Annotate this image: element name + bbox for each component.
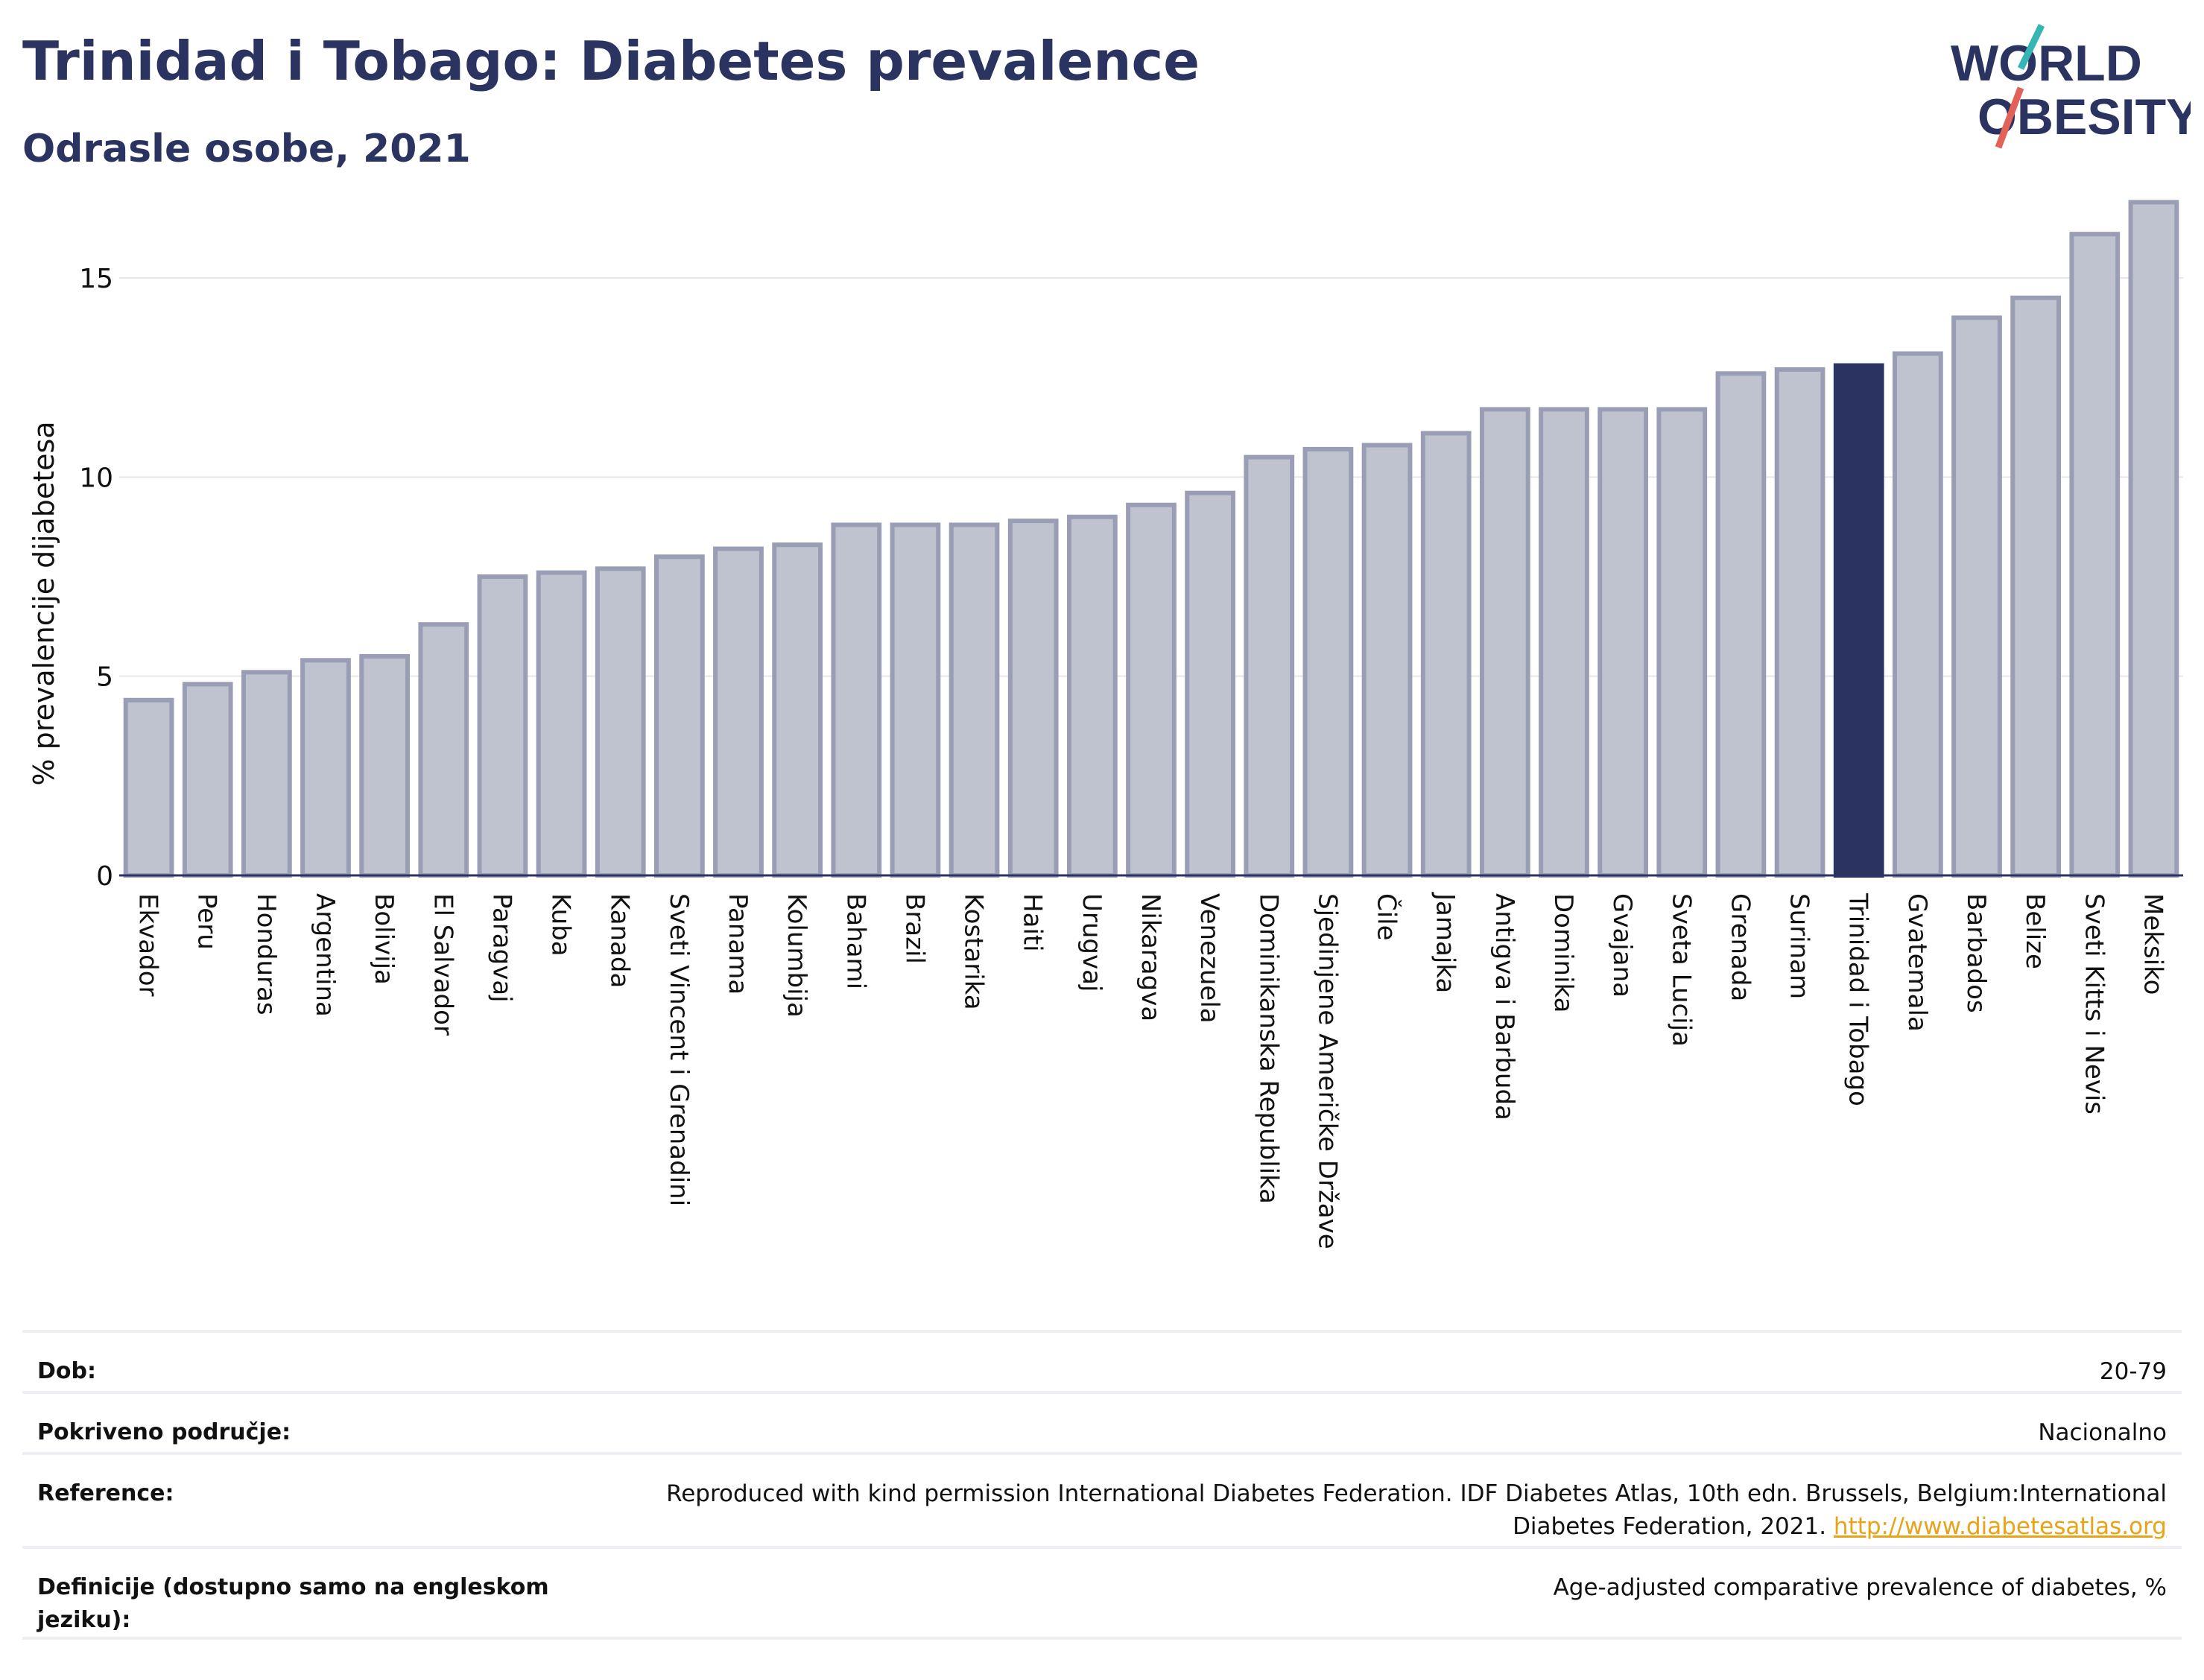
logo-slash-red [1995, 86, 2024, 149]
meta-row-definition: Definicije (dostupno samo na engleskom j… [22, 1546, 2182, 1640]
reference-link[interactable]: http://www.diabetesatlas.org [1833, 1513, 2167, 1540]
meta-row-coverage: Pokriveno područje: Nacionalno [22, 1391, 2182, 1452]
meta-key: Dob: [37, 1358, 96, 1384]
y-tick-label: 0 [96, 861, 113, 892]
meta-value: Nacionalno [2038, 1419, 2167, 1446]
y-tick-label: 5 [96, 662, 113, 693]
bar-panama [713, 546, 764, 878]
x-tick-label: Brazil [899, 893, 929, 964]
x-tick-label: Sveti Kitts i Nevis [2079, 893, 2109, 1115]
bar-sveti-kitts-i-nevis [2069, 232, 2121, 878]
chart-subtitle: Odrasle osobe, 2021 [22, 127, 471, 171]
reference-text: Reproduced with kind permission Internat… [666, 1480, 2167, 1540]
logo-slash-teal [2017, 24, 2045, 70]
bar-paragvaj [477, 574, 528, 878]
bar-dominika [1539, 407, 1589, 878]
bar-brazil [890, 522, 941, 878]
axes: 0 5 10 15 Ekvador Peru Honduras Argentina Bolivi… [79, 264, 2183, 1249]
bar-meksiko [2128, 200, 2179, 878]
x-tick-label: Meksiko [2138, 893, 2167, 995]
y-tick-label: 15 [79, 264, 113, 294]
chart-title: Trinidad i Tobago: Diabetes prevalence [22, 30, 1200, 92]
bar-trinidad-i-tobago [1833, 363, 1884, 878]
logo-text-world: WORLD [1951, 35, 2142, 92]
metadata-table: Dob: 20-79 Pokriveno područje: Nacionaln… [22, 1330, 2182, 1640]
x-tick-label: Kanada [605, 893, 635, 988]
y-axis-label: % prevalencije dijabetesa [28, 421, 60, 785]
bar-antigva-i-barbuda [1479, 407, 1530, 878]
bar-jamajka [1420, 431, 1472, 878]
bar-kostarika [949, 522, 1000, 878]
bar-surinam [1774, 367, 1825, 878]
x-tick-label: Dominikanska Republika [1253, 893, 1283, 1204]
x-tick-label: Haiti [1018, 893, 1048, 952]
bar-bahami [831, 522, 882, 878]
bar-sveta-lucija [1656, 407, 1708, 878]
x-tick-label: Gvatemala [1902, 893, 1932, 1032]
bar-gvatemala [1892, 351, 1943, 878]
x-tick-label: Sveti Vincent i Grenadini [664, 893, 694, 1206]
meta-key: Pokriveno područje: [37, 1419, 291, 1445]
x-tick-label: Paragvaj [487, 893, 516, 1003]
x-tick-label: Sjedinjene Američke Države [1312, 893, 1342, 1249]
x-tick-label: Trinidad i Tobago [1843, 893, 1873, 1106]
x-tick-label: Argentina [310, 893, 340, 1017]
x-tick-label: Urugvaj [1077, 893, 1106, 992]
x-tick-label: Barbados [1961, 893, 1991, 1013]
bar-sjedinjene-ameri-ke-dr-ave [1302, 446, 1354, 878]
bar-bolivija [359, 653, 411, 878]
bar-dominikanska-republika [1244, 454, 1295, 878]
meta-key: Definicije (dostupno samo na engleskom j… [37, 1574, 549, 1633]
bar-ekvador [123, 697, 174, 878]
x-tick-label: Panama [723, 893, 753, 995]
y-tick-label: 10 [79, 463, 113, 493]
bar-el-salvador [418, 622, 469, 878]
world-obesity-logo: WORLD OBESITY [1951, 24, 2191, 149]
x-tick-label: Kolumbija [782, 893, 811, 1018]
meta-value: Age-adjusted comparative prevalence of d… [1553, 1574, 2167, 1601]
bar-nikaragva [1126, 502, 1177, 878]
x-tick-label: Venezuela [1194, 893, 1224, 1024]
bar-urugvaj [1066, 514, 1118, 878]
x-tick-label: Surinam [1785, 893, 1814, 999]
bar-argentina [300, 658, 351, 878]
bar-kolumbija [772, 542, 823, 878]
bar-haiti [1007, 519, 1059, 878]
x-tick-label: Honduras [251, 893, 281, 1015]
x-tick-label: Kuba [546, 893, 576, 957]
bar-sveti-vincent-i-grenadini [653, 554, 705, 878]
bar-peru [182, 682, 233, 878]
meta-row-reference: Reference: Reproduced with kind permissi… [22, 1452, 2182, 1546]
x-tick-label: Dominika [1548, 893, 1578, 1012]
x-tick-label: Bahami [840, 893, 870, 989]
x-tick-label: Ekvador [133, 893, 163, 997]
x-tick-label: Čile [1372, 893, 1402, 941]
bar--ile [1361, 443, 1413, 878]
x-tick-label: Belize [2020, 893, 2050, 969]
x-tick-label: Kostarika [959, 893, 989, 1010]
bar-grenada [1715, 371, 1767, 878]
x-tick-label: Jamajka [1431, 892, 1460, 993]
bar-kuba [536, 570, 587, 878]
x-tick-label: Antigva i Barbuda [1489, 893, 1519, 1120]
x-tick-label: Gvajana [1607, 893, 1637, 998]
bars [123, 200, 2179, 878]
x-tick-label: Peru [192, 893, 222, 950]
bar-belize [2010, 295, 2062, 878]
x-tick-label: Bolivija [369, 893, 399, 985]
x-tick-label: Nikaragva [1136, 893, 1165, 1021]
bar-gvajana [1597, 407, 1649, 878]
meta-key: Reference: [37, 1480, 174, 1506]
meta-row-age: Dob: 20-79 [22, 1330, 2182, 1391]
bar-venezuela [1185, 490, 1236, 878]
x-tick-label: El Salvador [428, 893, 457, 1036]
meta-value: 20-79 [2099, 1358, 2167, 1385]
bar-chart: 0 5 10 15 Ekvador Peru Honduras Argentina Bolivi… [28, 200, 2183, 1249]
x-tick-label: Grenada [1725, 893, 1755, 1001]
x-tick-label: Sveta Lucija [1666, 893, 1696, 1047]
bar-barbados [1951, 315, 2002, 878]
bar-kanada [595, 566, 646, 878]
meta-value: Reproduced with kind permission Internat… [602, 1477, 2167, 1543]
bar-honduras [241, 670, 292, 878]
